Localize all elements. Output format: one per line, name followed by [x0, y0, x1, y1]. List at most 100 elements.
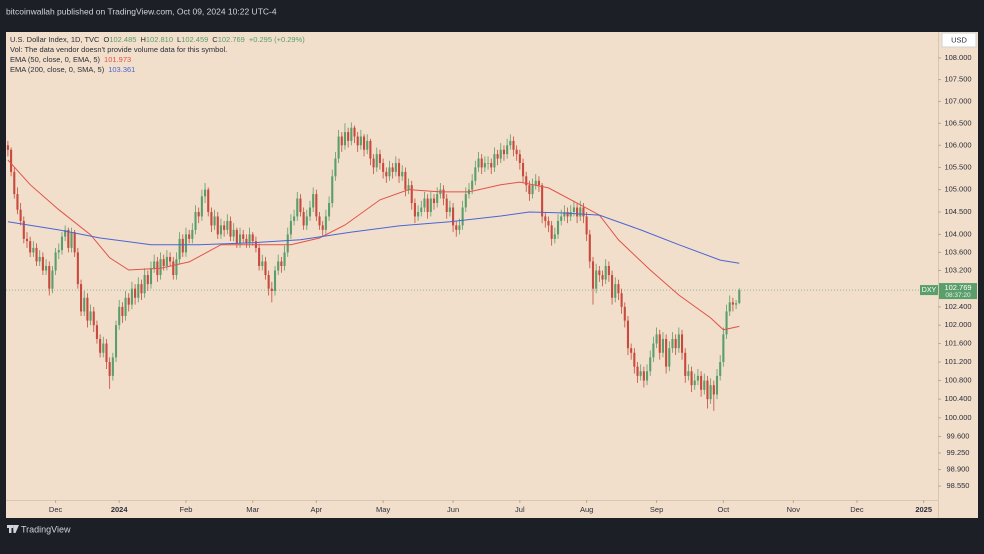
- candle-body: [700, 375, 703, 390]
- candle-body: [366, 140, 369, 150]
- candle-body: [121, 306, 124, 317]
- brand-logo: [7, 525, 19, 533]
- candle-body: [677, 334, 680, 349]
- candle-body: [372, 158, 375, 168]
- y-tick-label: 106.000: [944, 140, 971, 149]
- candle-body: [375, 154, 378, 168]
- y-tick-label: 104.000: [944, 229, 971, 238]
- x-tick-label: Dec: [49, 505, 63, 514]
- candle-body: [347, 132, 350, 141]
- candle-body: [359, 136, 362, 146]
- candle-body: [48, 265, 51, 289]
- candle-body: [79, 284, 83, 312]
- candle-body: [308, 207, 312, 217]
- candle-body: [401, 171, 404, 177]
- candle-body: [29, 241, 32, 253]
- candle-body: [280, 261, 283, 266]
- candle-body: [378, 154, 381, 163]
- candle-body: [238, 234, 242, 244]
- candle-body: [143, 275, 146, 294]
- x-tick-label: Dec: [850, 505, 864, 514]
- candle-body: [668, 348, 671, 367]
- legend-line: U.S. Dollar Index, 1D, TVC O102.485 H102.8…: [10, 35, 305, 44]
- candle-body: [471, 180, 474, 190]
- candle-body: [204, 189, 207, 197]
- indicator-line: [7, 159, 740, 331]
- candle-body: [715, 375, 719, 395]
- candle-body: [388, 167, 391, 177]
- candle-body: [588, 234, 591, 262]
- candle-body: [200, 196, 203, 217]
- candle-body: [684, 352, 687, 376]
- candle-body: [334, 158, 337, 177]
- candle-body: [99, 338, 102, 353]
- candle-body: [442, 189, 445, 199]
- candle-body: [194, 211, 197, 230]
- candle-body: [556, 220, 560, 235]
- legend-name: EMA (50, close, 0, EMA, 5): [10, 55, 101, 64]
- candle-body: [534, 180, 537, 186]
- candle-body: [671, 338, 674, 349]
- candle-body: [67, 229, 70, 248]
- candle-body: [57, 250, 60, 253]
- header: bitcoinwallah published on TradingView.c…: [6, 6, 277, 16]
- candle-body: [528, 185, 531, 195]
- candle-body: [649, 357, 652, 372]
- candle-body: [417, 211, 420, 217]
- candle-body: [178, 238, 181, 260]
- candle-body: [483, 162, 486, 168]
- candle-body: [286, 234, 289, 253]
- candle-body: [54, 252, 57, 271]
- candle-body: [420, 207, 423, 212]
- y-tick-label: 107.000: [944, 96, 971, 105]
- x-tick-label: Apr: [311, 505, 323, 514]
- candle-body: [413, 203, 416, 217]
- candle-body: [258, 247, 261, 266]
- candle-body: [487, 162, 490, 164]
- candle-body: [270, 288, 273, 291]
- candle-body: [70, 232, 73, 248]
- candle-body: [531, 185, 534, 195]
- candle-body: [712, 385, 715, 395]
- candle-body: [674, 338, 677, 349]
- candle-body: [95, 325, 98, 339]
- candle-body: [547, 220, 550, 226]
- x-tick-label: Oct: [718, 505, 731, 514]
- candle-body: [652, 343, 655, 358]
- candle-body: [569, 211, 572, 217]
- candle-body: [630, 348, 633, 353]
- candle-body: [461, 207, 464, 226]
- countdown: 08:37:20: [945, 292, 971, 299]
- candle-body: [709, 385, 712, 400]
- candle-body: [312, 194, 315, 208]
- candle-body: [458, 225, 461, 230]
- candle-body: [436, 194, 439, 204]
- candle-body: [506, 145, 509, 155]
- candle-body: [232, 229, 235, 237]
- candle-body: [614, 284, 617, 298]
- candle-body: [607, 265, 610, 276]
- candle-body: [591, 261, 595, 289]
- candle-body: [210, 211, 213, 226]
- candle-body: [563, 211, 566, 217]
- candle-body: [302, 211, 305, 226]
- candle-body: [340, 136, 343, 146]
- y-tick-label: 102.000: [944, 320, 971, 329]
- candle-body: [722, 334, 725, 363]
- candle-body: [633, 352, 636, 367]
- candle-body: [620, 293, 623, 307]
- currency-box[interactable]: [941, 32, 977, 48]
- candle-body: [146, 275, 149, 285]
- candle-body: [474, 167, 477, 181]
- candle-body: [490, 162, 493, 168]
- candle-body: [223, 225, 226, 230]
- candle-body: [595, 270, 598, 289]
- candle-body: [598, 270, 601, 276]
- candle-body: [315, 194, 318, 217]
- candle-body: [114, 325, 118, 358]
- candle-body: [738, 290, 741, 304]
- candle-body: [690, 371, 693, 386]
- candle-body: [350, 127, 353, 141]
- candle-body: [537, 180, 540, 186]
